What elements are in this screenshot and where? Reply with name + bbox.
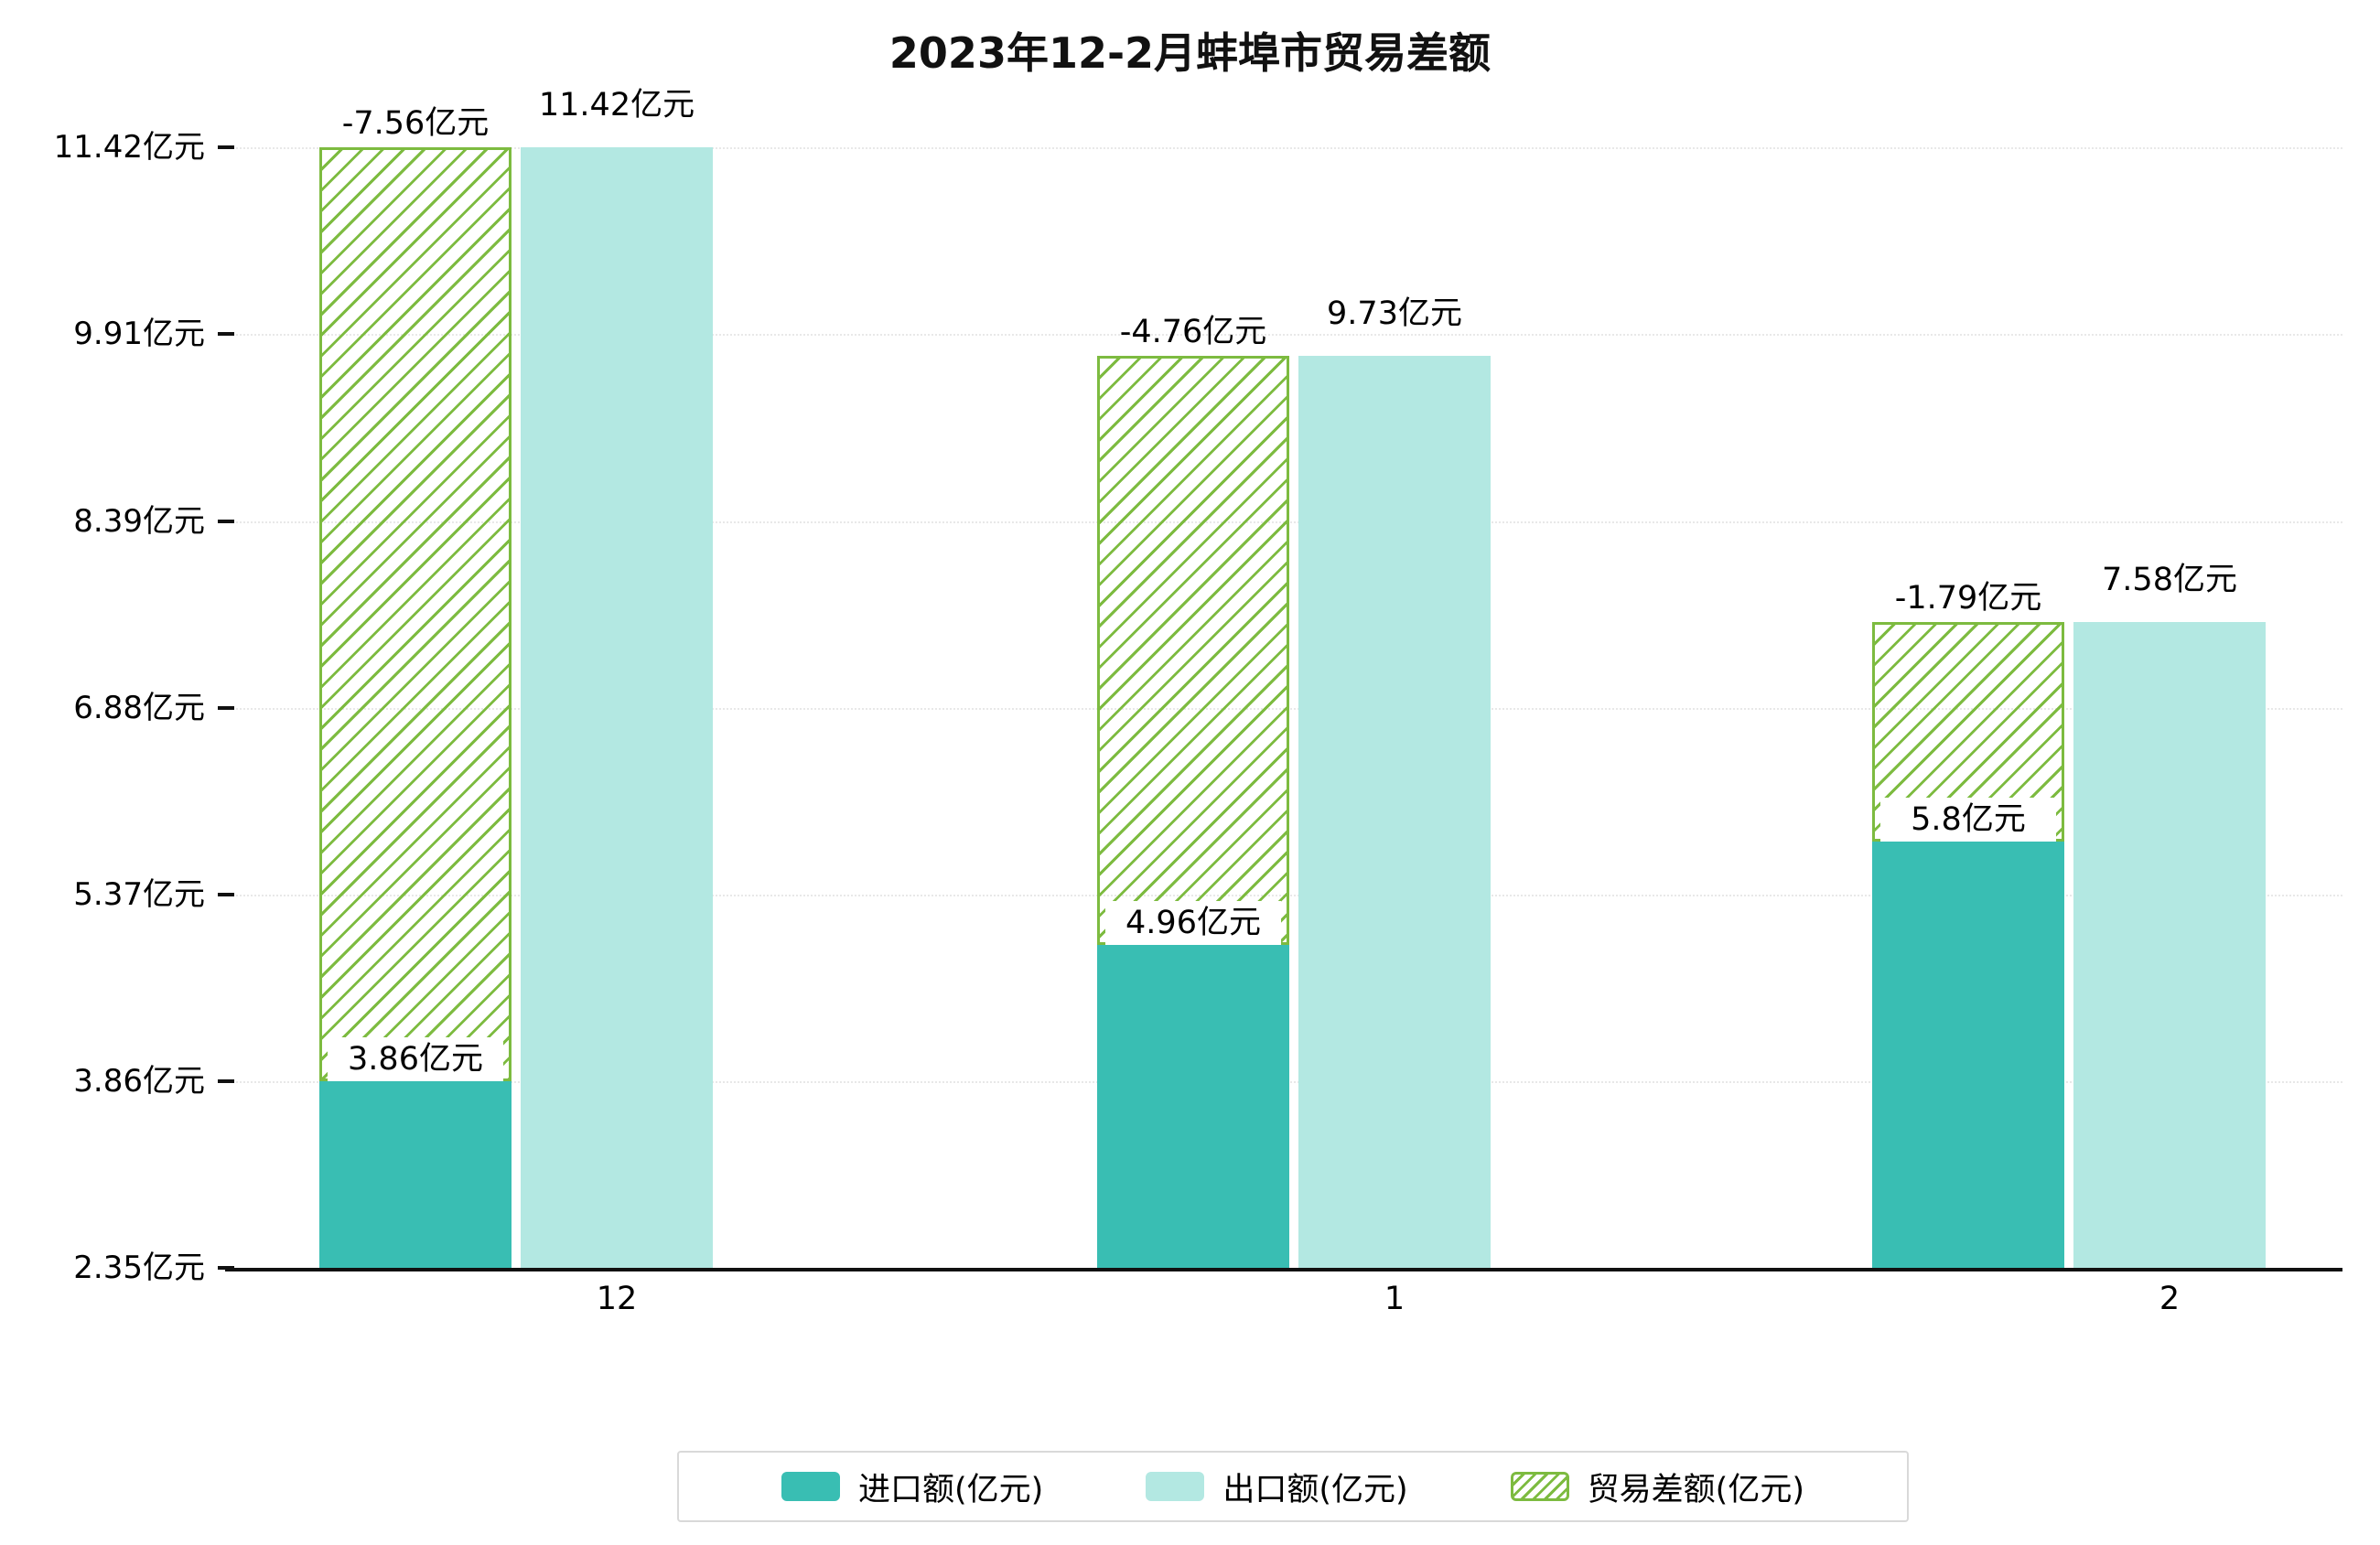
export-value-label: 9.73亿元 bbox=[1327, 295, 1462, 333]
y-axis-tick-label: 3.86亿元 bbox=[73, 1063, 205, 1100]
legend-swatch-export-icon bbox=[1146, 1472, 1205, 1501]
y-axis-tick-label: 8.39亿元 bbox=[73, 503, 205, 541]
legend-label-export: 出口额(亿元) bbox=[1222, 1471, 1408, 1508]
y-axis-tick-mark bbox=[218, 1079, 234, 1084]
y-axis-tick-mark bbox=[218, 331, 234, 336]
diff-value-label: -7.56亿元 bbox=[341, 105, 490, 142]
chart-title: 2023年12-2月蚌埠市贸易差额 bbox=[888, 28, 1492, 78]
import-bar[interactable] bbox=[319, 1081, 512, 1268]
trade-diff-bar[interactable] bbox=[319, 147, 512, 1082]
legend-label-diff: 贸易差额(亿元) bbox=[1587, 1471, 1804, 1508]
y-axis-tick-label: 9.91亿元 bbox=[73, 315, 205, 352]
import-bar[interactable] bbox=[1872, 842, 2064, 1268]
import-bar[interactable] bbox=[1097, 945, 1289, 1268]
legend-item-import[interactable]: 进口额(亿元) bbox=[781, 1464, 1043, 1510]
gridline bbox=[225, 147, 2342, 149]
gridline bbox=[225, 333, 2342, 336]
import-value-label: 3.86亿元 bbox=[328, 1037, 503, 1082]
legend-item-diff[interactable]: 贸易差额(亿元) bbox=[1510, 1464, 1804, 1510]
x-axis-line bbox=[225, 1268, 2342, 1271]
export-value-label: 7.58亿元 bbox=[2102, 561, 2237, 598]
export-bar[interactable] bbox=[521, 147, 713, 1268]
export-bar[interactable] bbox=[1298, 356, 1491, 1268]
diff-value-label: -1.79亿元 bbox=[1894, 579, 2042, 617]
x-axis-category-label: 12 bbox=[596, 1281, 638, 1317]
y-axis-tick-mark bbox=[218, 145, 234, 149]
legend-swatch-diff-icon bbox=[1510, 1472, 1569, 1501]
y-axis-tick-label: 2.35亿元 bbox=[73, 1250, 205, 1286]
trade-diff-bar[interactable] bbox=[1097, 356, 1289, 946]
y-axis-tick-label: 11.42亿元 bbox=[53, 129, 205, 166]
y-axis-tick-mark bbox=[218, 706, 234, 711]
x-axis-category-label: 2 bbox=[2159, 1281, 2181, 1317]
y-axis-tick-mark bbox=[218, 520, 234, 524]
legend: 进口额(亿元) 出口额(亿元) 贸易差额(亿元) bbox=[677, 1451, 1909, 1522]
legend-label-import: 进口额(亿元) bbox=[858, 1471, 1044, 1508]
import-value-label: 4.96亿元 bbox=[1105, 901, 1281, 946]
legend-item-export[interactable]: 出口额(亿元) bbox=[1146, 1464, 1408, 1510]
y-axis-tick-label: 6.88亿元 bbox=[73, 690, 205, 727]
import-value-label: 5.8亿元 bbox=[1880, 798, 2056, 842]
y-axis-tick-mark bbox=[218, 893, 234, 897]
export-value-label: 11.42亿元 bbox=[538, 87, 695, 123]
export-bar[interactable] bbox=[2073, 621, 2266, 1268]
diff-value-label: -4.76亿元 bbox=[1119, 314, 1267, 351]
legend-swatch-import-icon bbox=[781, 1472, 841, 1501]
y-axis-tick-label: 5.37亿元 bbox=[73, 876, 205, 914]
x-axis-category-label: 1 bbox=[1384, 1281, 1405, 1317]
